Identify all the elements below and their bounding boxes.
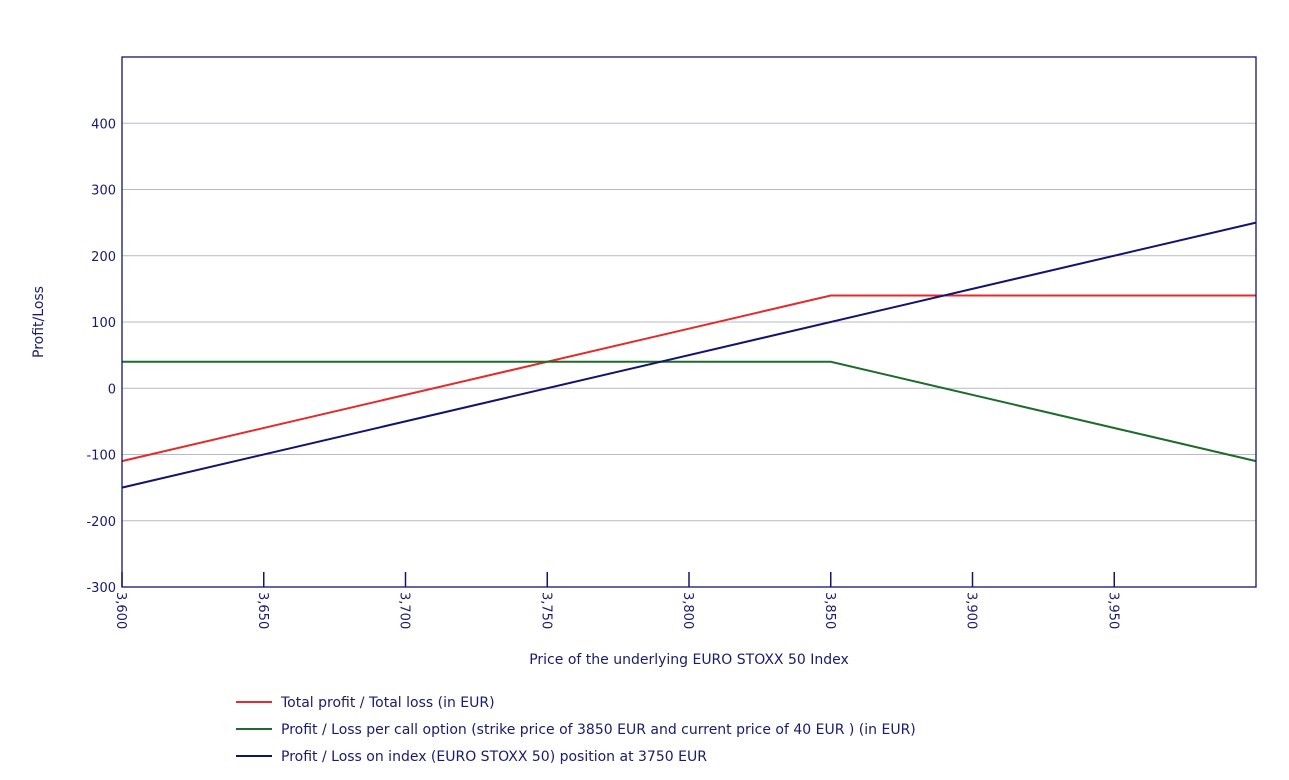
y-tick-label: -200 (86, 515, 116, 530)
y-axis-title: Profit/Loss (31, 286, 47, 358)
series-line-3 (121, 221, 1257, 489)
x-axis-ticks: 3,600 3,650 3,700 3,750 3,800 3,850 3,900 3,950 (113, 572, 1120, 629)
y-tick-label: 400 (91, 117, 116, 132)
y-axis-ticks: -300 -200 -100 0 100 200 300 400 (86, 117, 116, 596)
series-line-1 (121, 294, 1256, 463)
y-tick-label: 0 (108, 382, 116, 397)
series-lines (121, 221, 1257, 489)
x-tick-label: 3,800 (680, 592, 695, 629)
x-axis-title: Price of the underlying EURO STOXX 50 In… (529, 652, 849, 668)
legend-label-2: Profit / Loss per call option (strike pr… (281, 722, 916, 738)
legend-label-1: Total profit / Total loss (in EUR) (280, 695, 495, 711)
legend: Total profit / Total loss (in EUR) Profit… (236, 695, 916, 765)
y-tick-label: -300 (86, 581, 116, 596)
x-tick-label: 3,700 (397, 592, 412, 629)
y-tick-label: 300 (91, 184, 116, 199)
grid-lines (122, 122, 1256, 522)
x-tick-label: 3,950 (1105, 592, 1120, 629)
y-tick-label: 100 (91, 316, 116, 331)
y-tick-label: 200 (91, 250, 116, 265)
x-tick-label: 3,900 (964, 592, 979, 629)
legend-label-3: Profit / Loss on index (EURO STOXX 50) p… (281, 749, 707, 765)
x-tick-label: 3,650 (255, 592, 270, 629)
x-tick-label: 3,850 (822, 592, 837, 629)
y-tick-label: -100 (86, 449, 116, 464)
x-tick-label: 3,750 (538, 592, 553, 629)
series-line-2 (122, 360, 1257, 463)
x-tick-label: 3,600 (113, 592, 128, 629)
